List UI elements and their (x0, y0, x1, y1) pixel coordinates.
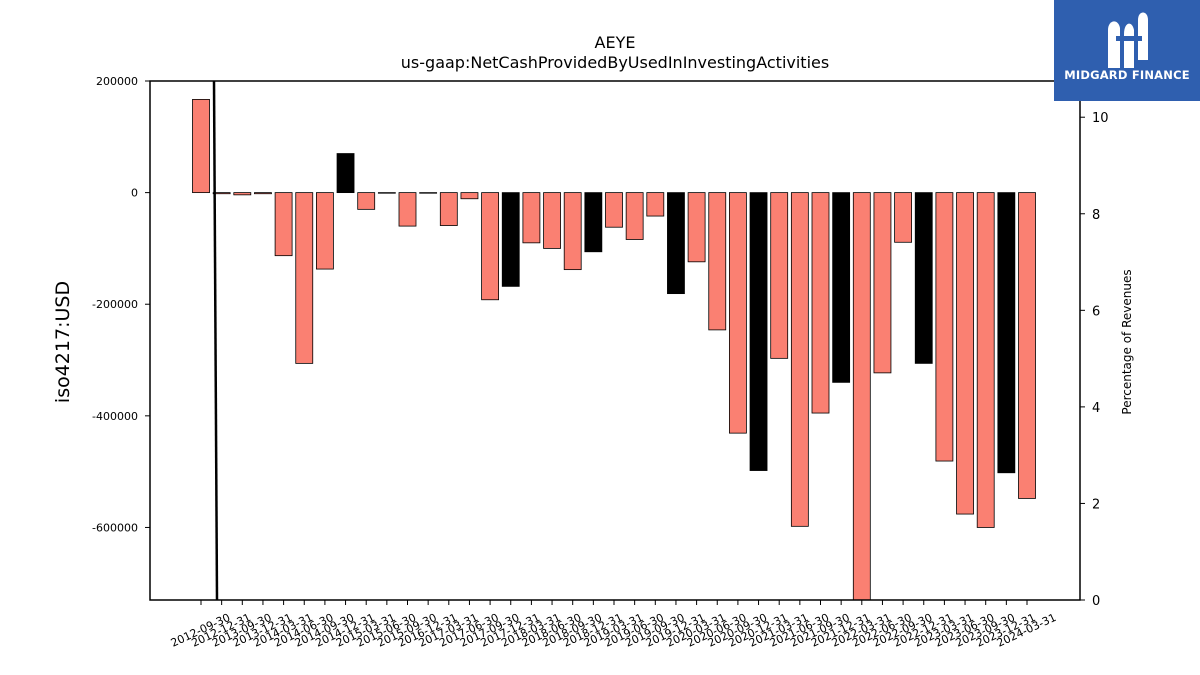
bars-group (192, 99, 1036, 601)
bar-2021-06-30 (790, 192, 809, 527)
bar-2023-06-30 (956, 192, 974, 515)
bar-2014-03-31 (274, 192, 293, 257)
y-axis-label: iso4217:USD (52, 281, 74, 403)
y2-tick-label: 10 (1092, 111, 1109, 126)
y2-axis-label: Percentage of Revenues (1120, 269, 1134, 414)
bar-2017-09-30 (481, 192, 500, 301)
y2-tick-label: 2 (1092, 497, 1100, 512)
y2-axis: 0 2 4 6 8 10 (1080, 111, 1109, 609)
bar-2022-09-30 (894, 192, 912, 243)
bar-2019-12-31 (667, 192, 685, 295)
bar-2021-03-31 (770, 192, 789, 359)
bar-2017-03-31 (439, 192, 458, 226)
bar-2018-12-31 (584, 192, 603, 253)
chart-title: AEYE (595, 33, 636, 52)
y-tick-label: -200000 (92, 298, 138, 311)
bar-2015-09-30 (398, 192, 417, 227)
y-tick-label: -400000 (92, 410, 138, 423)
bar-2012-12-31 (212, 192, 231, 195)
plot-frame (149, 80, 1081, 601)
x-axis: 2012-09-302012-12-312013-09-302013-12-31… (169, 600, 1058, 650)
bar-2023-12-31 (997, 192, 1016, 474)
y2-tick-label: 6 (1092, 304, 1100, 319)
y-tick-label: 0 (131, 187, 138, 200)
bar-2020-12-31 (749, 192, 768, 471)
y2-tick-label: 4 (1092, 401, 1100, 416)
bar-2019-06-30 (625, 192, 644, 240)
bar-2018-09-30 (563, 192, 582, 271)
bar-2022-06-30 (873, 192, 892, 374)
bar-2014-09-30 (315, 192, 334, 270)
brand-name: MIDGARD FINANCE (1064, 68, 1190, 82)
bar-2023-03-31 (935, 192, 954, 462)
bar-2022-03-31 (852, 192, 871, 601)
bar-2020-03-31 (687, 192, 706, 263)
bar-2015-03-31 (357, 192, 376, 210)
y2-tick-label: 0 (1092, 594, 1100, 609)
bar-2017-12-31 (501, 192, 520, 287)
overlay-group (212, 80, 219, 601)
bar-2022-12-31 (914, 192, 933, 364)
chart-subtitle: us-gaap:NetCashProvidedByUsedInInvesting… (401, 53, 829, 72)
bar-2018-06-30 (543, 192, 561, 249)
bar-2020-09-30 (729, 192, 747, 434)
bar-2018-03-31 (522, 192, 541, 244)
bar-2013-12-31 (254, 192, 272, 195)
bar-2016-12-31 (419, 192, 438, 194)
brand-logo: MIDGARD FINANCE (1054, 0, 1200, 101)
bar-2012-09-30 (192, 99, 210, 194)
bar-2017-06-30 (460, 192, 479, 200)
midgard-logo-icon (1108, 12, 1148, 68)
y-axis: 200000 0 -200000 -400000 -600000 (92, 75, 150, 534)
bar-2014-12-31 (336, 153, 355, 194)
bar-2015-06-30 (377, 192, 396, 194)
bar-2023-09-30 (976, 192, 995, 528)
bar-2021-09-30 (811, 192, 830, 414)
y-tick-label: 200000 (96, 75, 138, 88)
bar-2014-06-30 (295, 192, 314, 364)
bar-2013-09-30 (233, 192, 252, 196)
y2-tick-label: 8 (1092, 208, 1100, 223)
bar-2024-03-31 (1018, 192, 1036, 499)
bar-2021-12-31 (832, 192, 851, 383)
bar-2019-03-31 (605, 192, 623, 228)
bar-2019-09-30 (646, 192, 665, 217)
bar-2020-06-30 (708, 192, 727, 331)
y-tick-label: -600000 (92, 521, 138, 534)
percentage-line (212, 80, 219, 601)
